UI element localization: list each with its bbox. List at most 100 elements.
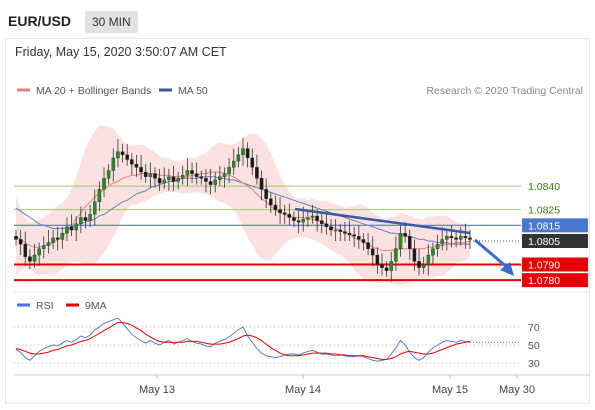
- candle: [199, 170, 204, 185]
- candle-body: [37, 248, 41, 256]
- candle: [273, 195, 278, 216]
- candle-body: [69, 226, 74, 231]
- candle: [194, 162, 199, 185]
- candle: [106, 164, 111, 185]
- level-label-1-0815: 1.0815: [528, 220, 560, 232]
- candle-body: [380, 264, 384, 268]
- candle: [440, 226, 444, 251]
- resistance-trendline: [294, 207, 471, 235]
- candle-body: [199, 176, 204, 179]
- candle: [241, 137, 245, 166]
- candle-body: [176, 178, 180, 182]
- candle: [287, 203, 292, 226]
- timeframe-badge[interactable]: 30 MIN: [85, 11, 138, 33]
- candle: [213, 172, 217, 193]
- candle-body: [287, 214, 292, 218]
- candle-body: [148, 173, 153, 177]
- candle-body: [408, 236, 412, 249]
- rsi-ma-legend-label: 9MA: [85, 300, 107, 312]
- candle: [167, 168, 171, 191]
- rsi-line: [15, 317, 471, 362]
- candle: [116, 139, 120, 168]
- candle: [296, 211, 301, 234]
- candle-body: [449, 236, 454, 239]
- candle-body: [134, 164, 139, 168]
- candle-body: [213, 179, 217, 185]
- chart-frame: [5, 38, 590, 404]
- candle: [208, 168, 213, 194]
- candle: [97, 181, 102, 212]
- candle: [74, 215, 78, 241]
- candle-body: [236, 154, 241, 162]
- level-label-1-0780: 1.0780: [528, 275, 560, 287]
- candle: [83, 211, 88, 229]
- candle-body: [185, 170, 190, 176]
- candle-body: [347, 233, 352, 235]
- candle: [431, 242, 435, 265]
- candle: [282, 204, 287, 224]
- candle: [408, 230, 412, 260]
- candle: [42, 236, 46, 259]
- candle: [111, 148, 116, 182]
- research-credit: Research © 2020 Trading Central: [426, 85, 583, 97]
- x-tick-label: May 30: [499, 384, 535, 396]
- chart-datetime: Friday, May 15, 2020 3:50:07 AM CET: [15, 45, 227, 59]
- forecast-arrow: [474, 238, 509, 270]
- candle: [227, 157, 231, 184]
- candle: [338, 223, 343, 241]
- candle: [366, 233, 370, 256]
- bollinger-band-area: [16, 125, 470, 285]
- candle-body: [273, 204, 278, 210]
- candle: [32, 244, 37, 268]
- candle: [236, 147, 241, 168]
- candle-body: [269, 198, 273, 206]
- x-axis: May 13 May 14 May 15 May 30: [139, 375, 535, 396]
- candle-body: [361, 239, 366, 243]
- candle-body: [28, 256, 32, 262]
- candle-body: [88, 214, 92, 221]
- candle-body: [92, 201, 97, 215]
- candle-body: [315, 215, 319, 221]
- candle-body: [394, 248, 398, 262]
- candle-body: [417, 261, 421, 268]
- candle: [324, 211, 329, 235]
- candle-body: [310, 215, 315, 218]
- candle: [18, 230, 23, 256]
- candle-body: [204, 178, 208, 182]
- candle: [130, 153, 134, 176]
- candle: [222, 167, 227, 188]
- level-label-1-0825: 1.0825: [528, 205, 560, 217]
- candle-body: [120, 151, 125, 155]
- rsi-tick-70: 70: [528, 322, 540, 334]
- rsi-tick-50: 50: [528, 340, 540, 352]
- candle-body: [167, 176, 171, 181]
- candle: [343, 222, 347, 241]
- rsi-tick-30: 30: [528, 358, 540, 370]
- candle-body: [60, 233, 65, 240]
- candle-body: [245, 148, 250, 159]
- candle: [310, 204, 315, 224]
- candle-body: [125, 154, 129, 160]
- candle-body: [181, 175, 185, 179]
- candle: [463, 223, 468, 249]
- candle: [79, 206, 83, 234]
- candle: [125, 143, 129, 166]
- candle: [389, 251, 394, 282]
- candle-body: [102, 178, 106, 190]
- candle: [319, 211, 324, 234]
- candle-body: [458, 236, 463, 240]
- candle-body: [431, 248, 435, 256]
- candle-body: [208, 181, 213, 185]
- candle: [333, 219, 338, 241]
- candle: [153, 167, 157, 188]
- candle: [255, 154, 259, 185]
- candle-body: [398, 233, 403, 249]
- candle: [23, 231, 28, 267]
- candle: [375, 247, 380, 274]
- main-legend: MA 20 + Bollinger Bands MA 50 Research ©…: [17, 85, 583, 97]
- rsi-ma-line: [15, 322, 471, 360]
- candle-body: [32, 254, 37, 262]
- candle: [92, 189, 97, 226]
- candle-body: [366, 242, 370, 249]
- chart-header: EUR/USD 30 MIN: [0, 0, 595, 38]
